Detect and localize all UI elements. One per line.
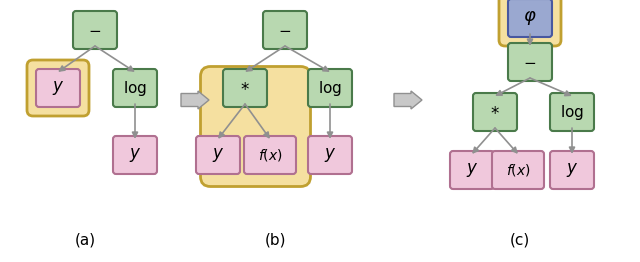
Text: $f(x)$: $f(x)$	[258, 147, 282, 163]
FancyBboxPatch shape	[450, 151, 494, 189]
FancyBboxPatch shape	[492, 151, 544, 189]
FancyBboxPatch shape	[473, 93, 517, 131]
Text: $\mathrm{log}$: $\mathrm{log}$	[123, 79, 147, 97]
FancyBboxPatch shape	[73, 11, 117, 49]
Text: $-$: $-$	[278, 23, 292, 37]
Text: (c): (c)	[510, 232, 530, 248]
FancyArrow shape	[394, 91, 422, 109]
Text: $*$: $*$	[240, 79, 250, 96]
FancyBboxPatch shape	[113, 136, 157, 174]
Text: $-$: $-$	[88, 23, 102, 37]
FancyArrow shape	[181, 91, 209, 109]
FancyBboxPatch shape	[27, 60, 89, 116]
Text: $y$: $y$	[466, 161, 478, 179]
Text: $f(x)$: $f(x)$	[506, 162, 531, 178]
FancyBboxPatch shape	[200, 67, 310, 187]
FancyBboxPatch shape	[550, 93, 594, 131]
FancyBboxPatch shape	[508, 43, 552, 81]
FancyBboxPatch shape	[263, 11, 307, 49]
FancyBboxPatch shape	[244, 136, 296, 174]
FancyBboxPatch shape	[196, 136, 240, 174]
Text: $y$: $y$	[324, 146, 336, 164]
FancyBboxPatch shape	[308, 136, 352, 174]
Text: $y$: $y$	[212, 146, 224, 164]
Text: $-$: $-$	[524, 55, 536, 69]
Text: $\varphi$: $\varphi$	[523, 9, 537, 27]
Text: $y$: $y$	[566, 161, 578, 179]
FancyBboxPatch shape	[550, 151, 594, 189]
FancyBboxPatch shape	[223, 69, 267, 107]
Text: $y$: $y$	[129, 146, 141, 164]
FancyBboxPatch shape	[308, 69, 352, 107]
Text: $\mathrm{log}$: $\mathrm{log}$	[560, 102, 584, 122]
Text: $*$: $*$	[490, 103, 500, 121]
Text: (b): (b)	[264, 232, 285, 248]
FancyBboxPatch shape	[499, 0, 561, 46]
FancyBboxPatch shape	[508, 0, 552, 37]
Text: $y$: $y$	[52, 79, 64, 97]
FancyBboxPatch shape	[113, 69, 157, 107]
Text: (a): (a)	[74, 232, 95, 248]
FancyBboxPatch shape	[36, 69, 80, 107]
Text: $\mathrm{log}$: $\mathrm{log}$	[318, 79, 342, 97]
